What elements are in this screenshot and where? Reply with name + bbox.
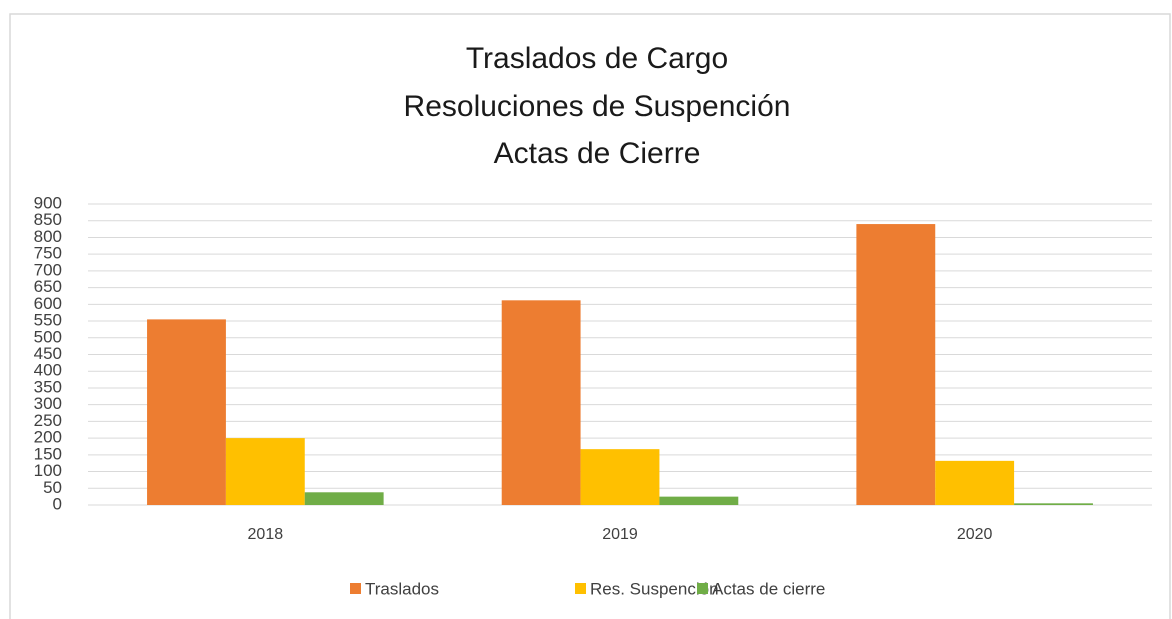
y-tick-label: 850 (34, 210, 62, 229)
bar (659, 496, 739, 505)
y-tick-label: 650 (34, 277, 62, 296)
legend-label: Actas de cierre (712, 579, 825, 598)
y-tick-label: 450 (34, 344, 62, 363)
chart-title: Actas de Cierre (494, 137, 701, 170)
y-tick-label: 700 (34, 260, 62, 279)
chart-frame (9, 13, 1171, 619)
y-tick-label: 550 (34, 311, 62, 330)
y-tick-label: 500 (34, 327, 62, 346)
legend-label: Traslados (365, 579, 439, 598)
bar (225, 438, 305, 505)
bar (856, 224, 936, 506)
bar (580, 449, 660, 505)
bar (1014, 503, 1093, 505)
legend-swatch (697, 583, 708, 594)
y-tick-label: 750 (34, 244, 62, 263)
y-tick-label: 150 (34, 444, 62, 463)
x-tick-label: 2019 (602, 526, 638, 543)
x-tick-label: 2018 (248, 526, 284, 543)
legend-label: Res. Suspención (590, 579, 719, 598)
bar (304, 492, 384, 505)
chart-title: Traslados de Cargo (466, 42, 728, 75)
y-tick-label: 250 (34, 411, 62, 430)
legend-swatch (350, 583, 361, 594)
y-tick-label: 350 (34, 377, 62, 396)
y-tick-label: 100 (34, 461, 62, 480)
bar (147, 319, 226, 505)
y-tick-label: 0 (53, 494, 62, 513)
y-tick-label: 900 (34, 193, 62, 212)
chart-title: Resoluciones de Suspención (404, 90, 791, 123)
x-tick-label: 2020 (957, 526, 993, 543)
y-tick-label: 300 (34, 394, 62, 413)
y-tick-label: 800 (34, 227, 62, 246)
bar (935, 460, 1015, 505)
y-tick-label: 200 (34, 428, 62, 447)
y-tick-label: 600 (34, 294, 62, 313)
y-tick-label: 400 (34, 361, 62, 380)
bar (501, 300, 581, 505)
legend-swatch (575, 583, 586, 594)
y-tick-label: 50 (43, 478, 62, 497)
